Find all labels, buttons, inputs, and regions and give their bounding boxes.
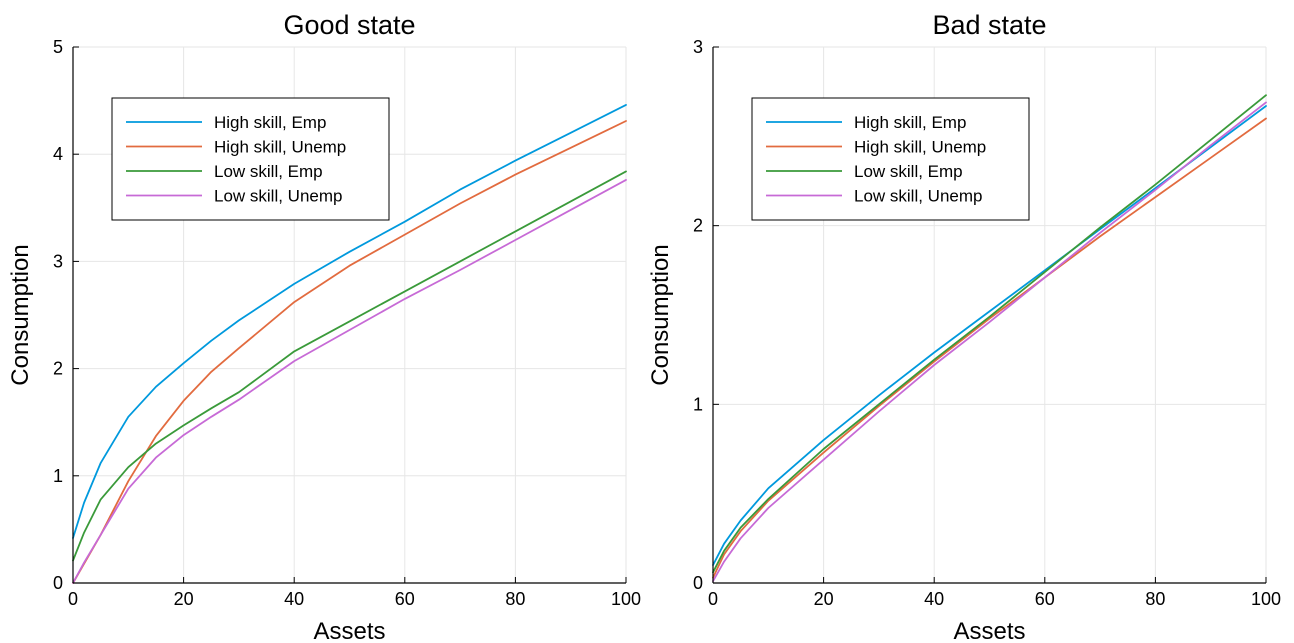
x-tick-label: 40 bbox=[284, 589, 304, 609]
y-tick-label: 3 bbox=[53, 251, 63, 271]
x-tick-label: 0 bbox=[68, 589, 78, 609]
x-tick-label: 20 bbox=[174, 589, 194, 609]
legend: High skill, Emp High skill, Unemp Low skil… bbox=[751, 97, 1030, 221]
legend-label-4: Low skill, Unemp bbox=[854, 187, 983, 206]
x-axis-label: Assets bbox=[313, 618, 385, 643]
x-tick-label: 80 bbox=[505, 589, 525, 609]
chart-panel-1: 0 20 40 60 80 100 0 1 2 3 4 5 Good state Assets Consum… bbox=[7, 10, 641, 643]
x-axis-label: Assets bbox=[953, 618, 1025, 643]
series-line-1 bbox=[72, 104, 627, 539]
x-tick-label: 100 bbox=[611, 589, 641, 609]
x-tick-label: 40 bbox=[924, 589, 944, 609]
y-tick-label: 1 bbox=[693, 394, 703, 414]
chart-title: Bad state bbox=[932, 10, 1046, 40]
y-axis-label: Consumption bbox=[7, 244, 34, 385]
y-tick-label: 2 bbox=[693, 216, 703, 236]
legend-label-3: Low skill, Emp bbox=[854, 162, 963, 181]
x-tick-label: 80 bbox=[1145, 589, 1165, 609]
legend-box bbox=[751, 97, 1030, 221]
y-tick-label: 1 bbox=[53, 466, 63, 486]
series-line-2 bbox=[72, 120, 627, 584]
series-line-4 bbox=[712, 101, 1267, 583]
legend-label-2: High skill, Unemp bbox=[854, 138, 986, 157]
y-tick-label: 5 bbox=[53, 37, 63, 57]
legend-label-1: High skill, Emp bbox=[214, 113, 326, 132]
y-tick-label: 0 bbox=[53, 573, 63, 593]
y-tick-label: 4 bbox=[53, 144, 63, 164]
legend-label-2: High skill, Unemp bbox=[214, 138, 346, 157]
legend-label-3: Low skill, Emp bbox=[214, 162, 323, 181]
series-line-3 bbox=[72, 170, 627, 562]
series-line-1 bbox=[712, 105, 1267, 566]
x-tick-label: 0 bbox=[708, 589, 718, 609]
chart-title: Good state bbox=[283, 10, 415, 40]
legend-label-4: Low skill, Unemp bbox=[214, 187, 343, 206]
y-axis-label: Consumption bbox=[647, 244, 674, 385]
series-line-2 bbox=[712, 117, 1267, 579]
legend-label-1: High skill, Emp bbox=[854, 113, 966, 132]
chart-panel-2: 0 20 40 60 80 100 0 1 2 3 Bad state Assets Consumpti… bbox=[647, 10, 1281, 643]
x-tick-label: 60 bbox=[1035, 589, 1055, 609]
series-line-3 bbox=[712, 94, 1267, 574]
series-line-4 bbox=[72, 178, 627, 584]
y-tick-label: 3 bbox=[693, 37, 703, 57]
x-tick-label: 100 bbox=[1251, 589, 1281, 609]
legend: High skill, Emp High skill, Unemp Low skil… bbox=[111, 97, 390, 221]
x-tick-label: 60 bbox=[395, 589, 415, 609]
y-tick-label: 2 bbox=[53, 359, 63, 379]
y-tick-label: 0 bbox=[693, 573, 703, 593]
x-tick-label: 20 bbox=[814, 589, 834, 609]
legend-box bbox=[111, 97, 390, 221]
